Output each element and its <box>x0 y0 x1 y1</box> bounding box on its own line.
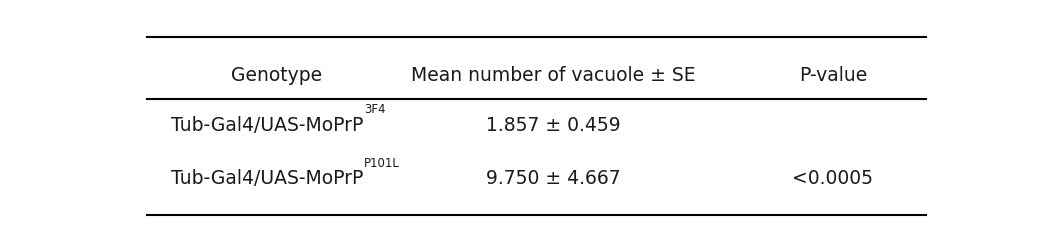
Text: Tub-Gal4/UAS-MoPrP: Tub-Gal4/UAS-MoPrP <box>172 169 363 188</box>
Text: 1.857 ± 0.459: 1.857 ± 0.459 <box>486 116 620 135</box>
Text: 9.750 ± 4.667: 9.750 ± 4.667 <box>486 169 620 188</box>
Text: Tub-Gal4/UAS-MoPrP: Tub-Gal4/UAS-MoPrP <box>172 116 363 135</box>
Text: Genotype: Genotype <box>231 66 322 85</box>
Text: Mean number of vacuole ± SE: Mean number of vacuole ± SE <box>410 66 695 85</box>
Text: 3F4: 3F4 <box>363 103 385 117</box>
Text: P101L: P101L <box>363 157 400 170</box>
Text: <0.0005: <0.0005 <box>793 169 873 188</box>
Text: P-value: P-value <box>799 66 867 85</box>
